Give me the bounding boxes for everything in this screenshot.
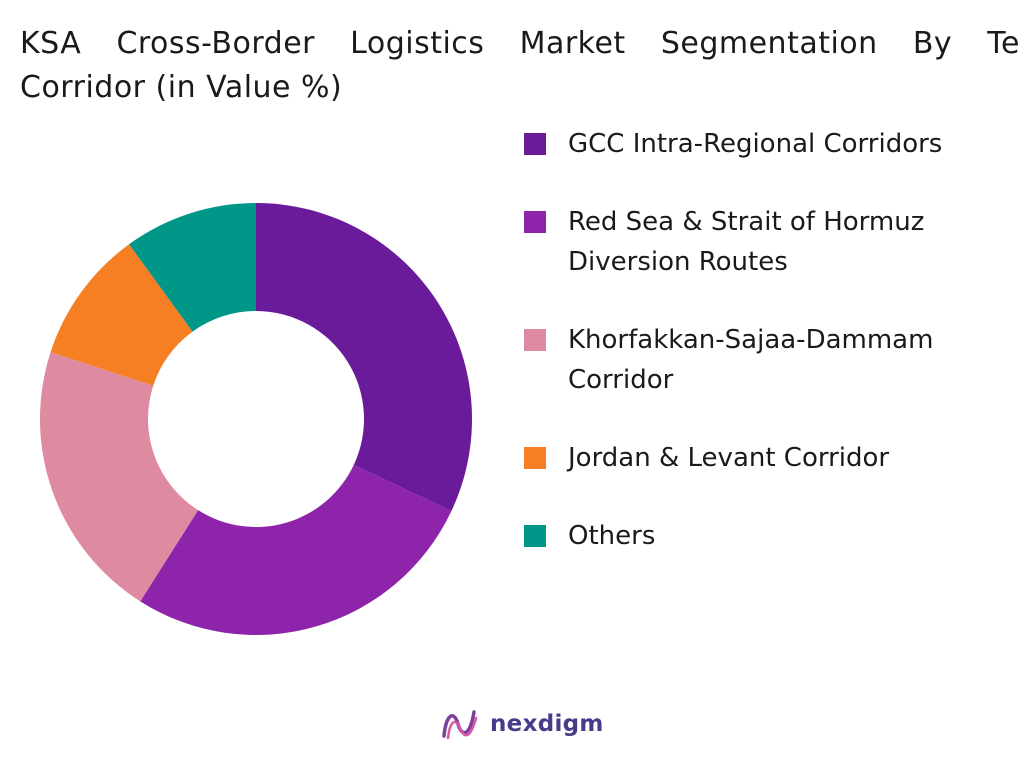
chart-title-line-2: Corridor (in Value %) <box>20 70 343 105</box>
legend-label: Others <box>568 521 656 551</box>
legend-swatch <box>524 133 546 155</box>
chart-title-line-1: KSA Cross-Border Logistics Market Segmen… <box>20 26 1020 61</box>
legend-item-gcc: GCC Intra-Regional Corridors <box>524 124 1004 164</box>
donut-slice-3 <box>50 244 193 386</box>
legend-label: GCC Intra-Regional Corridors <box>568 129 943 159</box>
legend-swatch <box>524 447 546 469</box>
legend-item-others: Others <box>524 516 1004 556</box>
donut-chart <box>40 203 472 635</box>
legend-label: Jordan & Levant Corridor <box>568 443 890 473</box>
legend-label: Red Sea & Strait of Hormuz Diversion Rou… <box>568 207 925 277</box>
legend-label: Khorfakkan-Sajaa-Dammam Corridor <box>568 325 934 395</box>
legend-swatch <box>524 211 546 233</box>
legend-swatch <box>524 525 546 547</box>
donut-slice-0 <box>256 203 472 511</box>
donut-slice-1 <box>140 464 452 635</box>
chart-title: KSA Cross-Border Logistics Market Segmen… <box>20 22 1020 110</box>
brand-logo: nexdigm <box>440 704 604 744</box>
brand-name: nexdigm <box>490 711 604 737</box>
legend-swatch <box>524 329 546 351</box>
donut-slice-2 <box>40 352 199 602</box>
donut-slice-4 <box>129 203 256 332</box>
legend-item-red-sea: Red Sea & Strait of Hormuz Diversion Rou… <box>524 202 1004 282</box>
nexdigm-logo-icon <box>442 710 478 740</box>
legend-item-jordan: Jordan & Levant Corridor <box>524 438 1004 478</box>
chart-legend: GCC Intra-Regional Corridors Red Sea & S… <box>524 124 1004 594</box>
legend-item-khorfakkan: Khorfakkan-Sajaa-Dammam Corridor <box>524 320 1004 400</box>
